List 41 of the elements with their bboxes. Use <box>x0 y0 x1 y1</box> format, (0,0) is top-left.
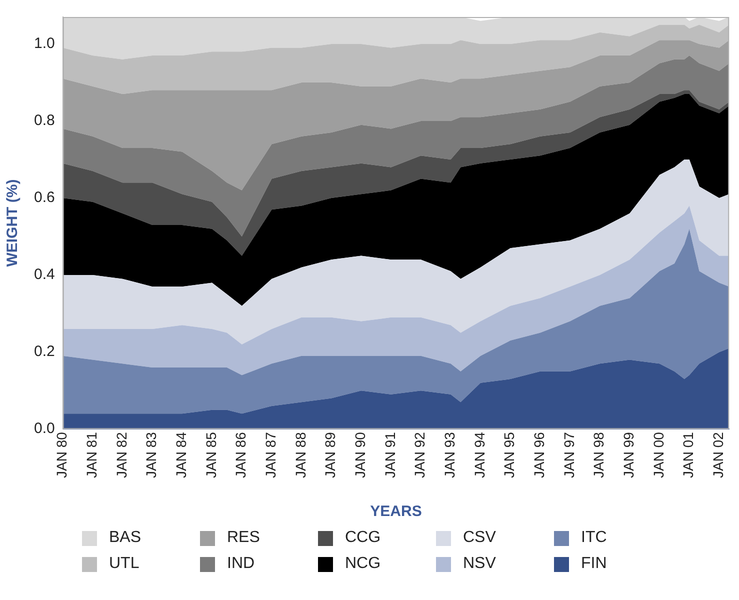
x-tick-label: JAN 98 <box>590 432 607 478</box>
legend-label: RES <box>227 529 260 547</box>
legend-label: CCG <box>345 529 381 547</box>
x-tick-label: JAN 81 <box>84 432 100 478</box>
x-tick-label: JAN 88 <box>292 432 308 478</box>
x-tick-label: JAN 00 <box>650 432 666 478</box>
x-axis-title: YEARS <box>370 503 422 520</box>
x-tick-label: JAN 82 <box>113 432 130 478</box>
x-tick-label: JAN 92 <box>412 432 428 478</box>
y-tick-label: 0.8 <box>34 112 55 130</box>
x-tick-label: JAN 85 <box>202 432 219 478</box>
x-tick-label: JAN 94 <box>471 432 488 478</box>
x-tick-label: JAN 02 <box>710 432 726 478</box>
x-tick-label: JAN 83 <box>143 432 160 478</box>
x-tick-label: JAN 89 <box>322 432 338 478</box>
y-axis-title: WEIGHT (%) <box>4 179 22 267</box>
x-tick-label: JAN 93 <box>442 432 458 478</box>
x-tick-label: JAN 95 <box>501 432 518 478</box>
legend-label: CSV <box>463 529 496 547</box>
y-tick-label: 0.0 <box>34 420 55 438</box>
x-tick-label: JAN 90 <box>352 432 368 478</box>
x-tick-label: JAN 01 <box>680 432 696 478</box>
y-tick-label: 0.6 <box>34 189 55 206</box>
y-tick-label: 1.0 <box>34 35 55 52</box>
legend-label: NCG <box>345 555 381 573</box>
y-tick-label: 0.4 <box>34 266 55 284</box>
x-tick-label: JAN 97 <box>560 432 577 478</box>
legend-label: BAS <box>109 529 142 547</box>
y-tick-label: 0.2 <box>34 343 55 360</box>
x-tick-label: JAN 91 <box>382 432 398 478</box>
legend-label: UTL <box>109 555 140 573</box>
legend-label: IND <box>227 555 255 573</box>
x-tick-label: JAN 84 <box>173 432 190 478</box>
x-tick-label: JAN 87 <box>262 432 279 478</box>
x-tick-label: JAN 96 <box>531 432 548 478</box>
legend-label: ITC <box>581 529 607 547</box>
legend-label: FIN <box>581 555 607 573</box>
x-tick-label: JAN 80 <box>54 432 70 478</box>
legend-label: NSV <box>463 555 496 573</box>
x-tick-label: JAN 99 <box>620 432 637 478</box>
x-tick-label: JAN 86 <box>232 432 249 478</box>
